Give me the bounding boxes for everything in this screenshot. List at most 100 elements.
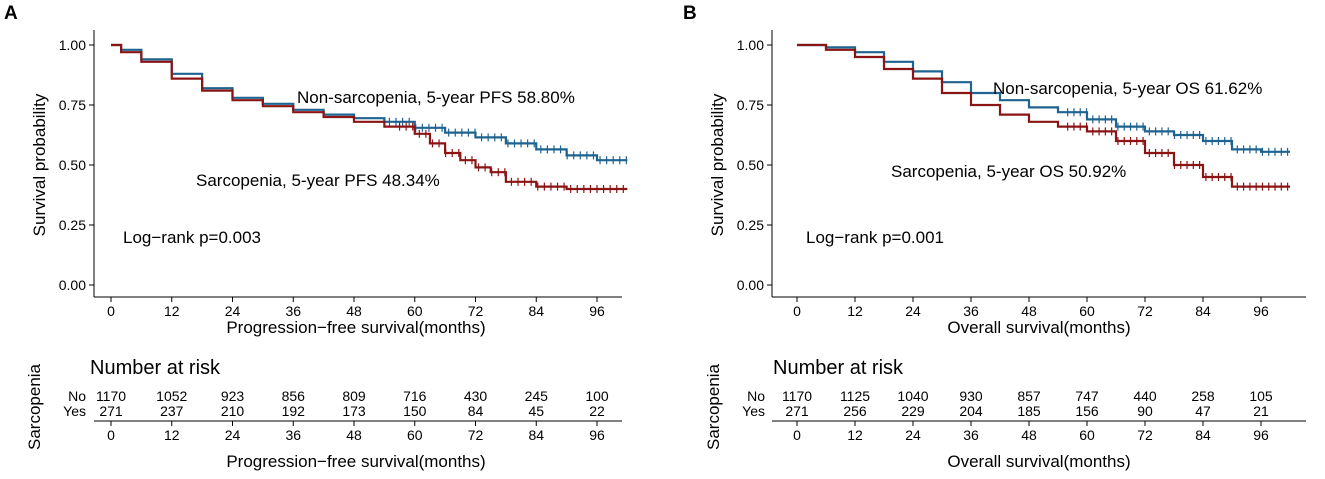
panel-a-y-axis-title: Survival probability [30,93,49,236]
panel-a: A Survival probability 0.00 0.25 0.50 0.75 1… [4,3,628,471]
panel-b-risk-no-value: 440 [1133,388,1157,404]
panel-a-sarcopenia-label: Sarcopenia, 5-year PFS 48.34% [196,171,440,190]
panel-a-risk-tick-label: 60 [407,427,423,443]
panel-a-x-tick-label: 12 [164,303,180,319]
panel-b-risk-tick-label: 96 [1253,427,1269,443]
panel-a-x-tick-label: 96 [589,303,605,319]
panel-b-x-tick-label: 12 [847,303,863,319]
panel-b-risk-tick-label: 12 [847,427,863,443]
panel-b-risk-no-value: 1125 [840,388,870,404]
panel-a-risk-yes-value: 271 [99,403,123,419]
panel-b-logrank-p: Log−rank p=0.001 [806,228,944,247]
panel-b-x-ticks: 0 12 24 36 48 60 72 84 96 [793,297,1269,319]
panel-a-y-tick-label: 0.00 [59,277,86,293]
panel-a-risk-tick-label: 12 [164,427,180,443]
panel-a-risk-no-value: 245 [525,388,549,404]
panel-a-risk-yes-value: 150 [403,403,427,419]
panel-a-x-tick-label: 0 [107,303,115,319]
panel-a-x-tick-label: 36 [285,303,301,319]
panel-a-risk-no-value: 716 [403,388,427,404]
panel-a-x-tick-label: 60 [407,303,423,319]
panel-b-risk-yes-value: 21 [1253,403,1269,419]
panel-b-non-sarcopenia-label: Non-sarcopenia, 5-year OS 61.62% [993,79,1262,98]
panel-b-risk-tick-label: 24 [905,427,921,443]
panel-a-x-axis-title: Progression−free survival(months) [226,318,485,337]
panel-a-y-tick-label: 1.00 [59,37,86,53]
panel-a-risk-yes-value: 22 [589,403,605,419]
panel-a-letter: A [4,3,18,24]
panel-a-risk-tick-label: 24 [225,427,241,443]
panel-a-risk-yes-value: 173 [342,403,366,419]
panel-b-sarcopenia-label: Sarcopenia, 5-year OS 50.92% [891,162,1126,181]
panel-a-risk-ticks: 0 12 24 36 48 60 72 84 96 [107,421,605,443]
panel-a-risk-yes-value: 192 [282,403,306,419]
panel-a-risk-yes-value: 45 [528,403,544,419]
panel-a-risk-ylabel: Sarcopenia [25,363,44,450]
panel-b-x-tick-label: 60 [1079,303,1095,319]
panel-b-risk-no-value: 1170 [782,388,812,404]
panel-a-sarcopenia-curve [111,43,628,191]
panel-b-risk-tick-label: 36 [963,427,979,443]
panel-b-y-ticks: 0.00 0.25 0.50 0.75 1.00 [737,37,772,293]
panel-a-logrank-p: Log−rank p=0.003 [123,228,261,247]
panel-b-risk-yes-value: 229 [901,403,925,419]
panel-a-risk-group-yes: Yes [63,403,86,419]
panel-b-x-tick-label: 36 [963,303,979,319]
panel-a-risk-tick-label: 48 [346,427,362,443]
panel-a-x-ticks: 0 12 24 36 48 60 72 84 96 [107,297,605,319]
panel-b-risk-title: Number at risk [773,357,904,379]
panel-a-risk-title: Number at risk [90,357,221,379]
panel-a-y-ticks: 0.00 0.25 0.50 0.75 1.00 [59,37,94,293]
panel-a-risk-no-value: 923 [221,388,245,404]
panel-a-risk-tick-label: 0 [107,427,115,443]
panel-b-x-tick-label: 84 [1195,303,1211,319]
panel-a-y-tick-label: 0.25 [59,217,86,233]
panel-a-x-tick-label: 24 [225,303,241,319]
panel-b-x-tick-label: 48 [1021,303,1037,319]
panel-b-risk-no-value: 105 [1249,388,1273,404]
panel-b-risk-tick-label: 72 [1137,427,1153,443]
panel-b-y-tick-label: 1.00 [737,37,764,53]
panel-b-risk-yes-value: 256 [843,403,867,419]
panel-b-risk-ylabel: Sarcopenia [704,363,723,450]
panel-b-risk-numbers: 1170 1125 1040 930 857 747 440 258 105 271 256 229 2… [782,388,1273,419]
panel-b-risk-no-value: 1040 [897,388,928,404]
panel-b-risk-tick-label: 48 [1021,427,1037,443]
panel-a-risk-no-value: 1170 [96,388,126,404]
panel-b-risk-yes-value: 271 [785,403,809,419]
panel-b-curves [797,43,1290,191]
panel-b-risk-tick-label: 0 [793,427,801,443]
panel-b-non-sarcopenia-curve [797,43,1290,153]
panel-b: B Survival probability 0.00 0.25 0.50 0.75 1… [683,3,1306,471]
panel-a-risk-xlabel: Progression−free survival(months) [226,452,485,471]
panel-b-risk-xlabel: Overall survival(months) [947,452,1130,471]
panel-b-risk-no-value: 930 [959,388,983,404]
panel-a-risk-numbers: 1170 1052 923 856 809 716 430 245 100 271 237 210 19… [96,388,609,419]
panel-b-x-tick-label: 0 [793,303,801,319]
panel-a-y-tick-label: 0.50 [59,157,86,173]
panel-b-risk-yes-value: 47 [1195,403,1211,419]
panel-a-risk-tick-label: 96 [589,427,605,443]
panel-b-risk-tick-label: 84 [1195,427,1211,443]
panel-a-risk-no-value: 809 [342,388,366,404]
panel-b-risk-group-no: No [747,388,765,404]
panel-a-x-tick-label: 72 [468,303,484,319]
panel-b-risk-no-value: 747 [1075,388,1099,404]
panel-b-risk-yes-value: 204 [959,403,983,419]
panel-b-risk-yes-value: 90 [1137,403,1153,419]
panel-a-non-sarcopenia-label: Non-sarcopenia, 5-year PFS 58.80% [297,88,575,107]
panel-b-x-tick-label: 72 [1137,303,1153,319]
panel-b-risk-ticks: 0 12 24 36 48 60 72 84 96 [793,421,1269,443]
panel-b-y-tick-label: 0.50 [737,157,764,173]
panel-a-risk-no-value: 100 [585,388,609,404]
panel-b-y-axis-title: Survival probability [708,93,727,236]
panel-a-risk-group-no: No [68,388,86,404]
panel-b-risk-yes-value: 185 [1017,403,1041,419]
panel-b-x-tick-label: 24 [905,303,921,319]
panel-b-x-axis-title: Overall survival(months) [947,318,1130,337]
panel-b-y-tick-label: 0.00 [737,277,764,293]
panel-a-risk-no-value: 430 [464,388,488,404]
panel-a-risk-yes-value: 84 [468,403,484,419]
panel-a-risk-no-value: 856 [282,388,306,404]
